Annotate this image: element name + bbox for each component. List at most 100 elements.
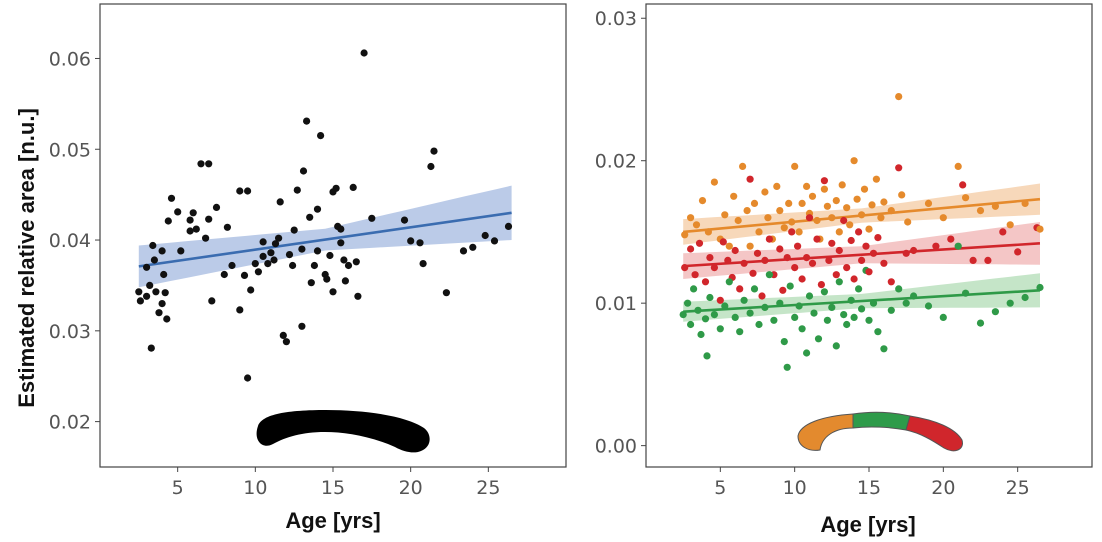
- left-y-axis-label: Estimated relative area [n.u.]: [14, 108, 39, 408]
- right-orange-series-point: [860, 185, 869, 193]
- right-orange-series-point: [954, 162, 962, 170]
- right-green-series-point: [895, 285, 903, 293]
- left-data-point: [354, 292, 362, 300]
- right-red-series-point: [783, 254, 791, 262]
- left-data-point: [442, 289, 450, 297]
- right-green-series-point: [855, 285, 863, 293]
- left-data-point: [419, 260, 427, 268]
- left-data-point: [236, 187, 244, 195]
- left-data-point: [317, 132, 325, 140]
- right-green-series-point: [694, 306, 702, 314]
- right-red-series-point: [746, 175, 754, 183]
- right-red-series-point: [687, 245, 695, 253]
- left-data-point: [313, 247, 322, 255]
- right-red-series-point: [749, 269, 757, 277]
- right-red-series-point: [840, 216, 848, 225]
- right-orange-series-point: [687, 214, 695, 222]
- right-green-series-point: [791, 313, 799, 321]
- right-orange-series-point: [991, 202, 1000, 210]
- left-data-point: [400, 216, 409, 224]
- right-green-series-point: [820, 288, 829, 296]
- left-data-point: [270, 256, 278, 264]
- left-data-point: [349, 183, 357, 191]
- left-data-point: [306, 213, 314, 221]
- left-data-point: [271, 240, 280, 248]
- right-green-series-point: [847, 296, 855, 304]
- left-data-point: [352, 258, 360, 266]
- right-green-series-point: [1021, 293, 1029, 302]
- left-data-point: [244, 374, 252, 382]
- right-red-series-point: [843, 264, 851, 272]
- right-orange-series-point: [1006, 221, 1014, 229]
- right-orange-series-point: [877, 214, 885, 222]
- right-orange-series-point: [773, 182, 781, 190]
- left-data-point: [264, 260, 272, 268]
- right-orange-series-point: [776, 207, 784, 215]
- right-green-series-point: [687, 320, 695, 329]
- right-orange-series-point: [791, 162, 799, 170]
- left-data-point: [360, 49, 368, 57]
- right-green-series-point: [786, 282, 794, 290]
- right-orange-series-point: [750, 199, 759, 207]
- right-green-series-point: [701, 315, 710, 323]
- left-data-point: [275, 234, 283, 242]
- right-green-series-point: [725, 278, 733, 286]
- left-y-tick-label: 0.03: [49, 321, 91, 343]
- right-red-series-point: [788, 228, 796, 236]
- right-orange-series-point: [843, 204, 851, 212]
- right-orange-series-point: [865, 225, 873, 233]
- right-red-series-point: [710, 264, 719, 272]
- left-data-point: [240, 271, 249, 279]
- right-orange-series-point: [698, 197, 707, 205]
- left-data-point: [407, 237, 415, 245]
- right-orange-series-point: [828, 214, 836, 222]
- right-orange-series-point: [832, 197, 840, 205]
- right-red-series-point: [779, 286, 787, 294]
- right-orange-series-point: [803, 182, 811, 190]
- right-green-series-point: [783, 363, 791, 371]
- right-red-series-point: [850, 275, 858, 283]
- left-data-point: [329, 288, 337, 296]
- left-panel: 5 10 15 20 250.020.030.040.050.06 Age [yrs] …: [14, 3, 567, 533]
- left-data-point: [368, 214, 376, 222]
- right-green-series-point: [976, 319, 985, 327]
- left-data-point: [307, 279, 315, 287]
- left-data-point: [276, 198, 284, 206]
- left-data-point: [279, 331, 287, 339]
- right-green-series-point: [823, 316, 832, 324]
- right-red-series-point: [984, 256, 992, 264]
- right-orange-series-point: [898, 191, 906, 199]
- right-red-series-point: [825, 256, 833, 264]
- right-red-series-point: [947, 235, 955, 243]
- right-green-series-point: [750, 285, 759, 293]
- left-data-point: [290, 226, 298, 234]
- right-green-series-point: [795, 302, 803, 310]
- right-red-series-point: [753, 249, 762, 257]
- left-data-point: [267, 249, 275, 257]
- right-red-series-point: [813, 235, 821, 243]
- left-data-point: [152, 288, 160, 296]
- left-data-point: [469, 243, 477, 251]
- left-data-point: [504, 222, 513, 230]
- right-orange-series-point: [780, 224, 788, 232]
- left-data-point: [337, 225, 345, 233]
- right-green-series-point: [869, 299, 878, 307]
- left-data-point: [155, 309, 163, 317]
- right-green-series-point: [716, 325, 724, 333]
- left-x-tick-label: 10: [243, 477, 267, 499]
- right-red-series-point: [817, 281, 826, 289]
- right-green-series-point: [710, 311, 719, 319]
- left-data-point: [158, 300, 166, 308]
- right-orange-series-point: [895, 93, 903, 101]
- right-x-tick-label: 20: [931, 477, 955, 499]
- right-green-series-point: [684, 299, 692, 307]
- right-red-series-point: [887, 278, 895, 286]
- right-orange-series-point: [725, 242, 733, 250]
- right-red-series-point: [701, 278, 710, 286]
- right-orange-series-point: [734, 216, 742, 225]
- right-orange-series-point: [813, 216, 821, 225]
- right-red-series-point: [828, 239, 836, 247]
- left-y-tick-label: 0.02: [49, 412, 91, 434]
- right-red-series-point: [910, 246, 918, 255]
- left-y-tick-label: 0.04: [49, 230, 91, 252]
